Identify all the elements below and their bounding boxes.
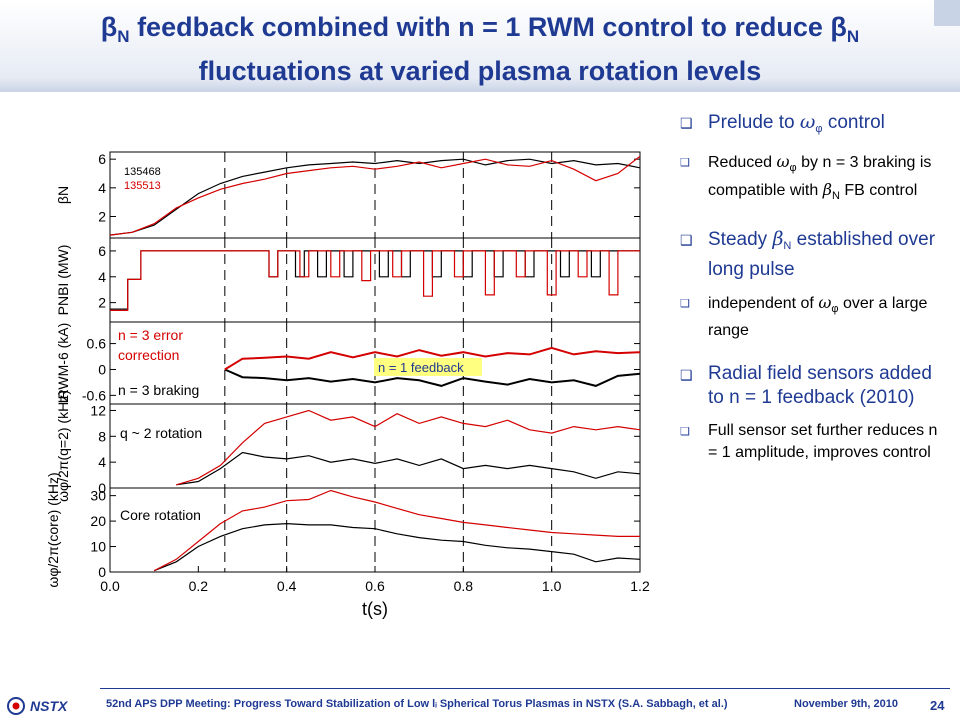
series-line-135513 bbox=[110, 250, 640, 311]
bullet-steady: ❑ Steady βN established over long pulse bbox=[680, 227, 950, 282]
shot-comparison-chart: 2 4 6 βN 2 4 6 PNBI (MW) 0.6 0 -0.6 IRWM-6 (kA) 12 8 4… bbox=[45, 151, 650, 619]
x-tick-label: 0.6 bbox=[365, 578, 385, 594]
y-tick-label: 0 bbox=[98, 480, 106, 496]
phi-subscript: φ bbox=[831, 303, 839, 315]
annotation-braking: n = 3 braking bbox=[118, 382, 199, 398]
y-tick-label: 6 bbox=[98, 243, 106, 259]
bullet-steady-pre: Steady bbox=[708, 229, 773, 250]
legend-shot-red: 135513 bbox=[124, 180, 161, 192]
x-tick-label: 0.8 bbox=[454, 578, 474, 594]
y-tick-label: 30 bbox=[90, 488, 106, 504]
page-number: 24 bbox=[930, 698, 945, 713]
footer-meeting: 52nd APS DPP Meeting: Progress Toward St… bbox=[106, 698, 728, 710]
annotation-error-correction-1: n = 3 error bbox=[118, 327, 183, 343]
y-tick-label: 12 bbox=[90, 402, 106, 418]
annotation-q2-rotation: q ~ 2 rotation bbox=[120, 425, 202, 441]
annotation-feedback-highlight bbox=[374, 358, 482, 376]
title-beta-1: β bbox=[100, 12, 118, 42]
omega-symbol: ω bbox=[799, 111, 816, 133]
subbullet-square-icon: ❑ bbox=[680, 426, 690, 438]
phi-subscript: φ bbox=[815, 123, 823, 135]
footer-date: November 9th, 2010 bbox=[794, 698, 898, 710]
y-tick-label: -0.6 bbox=[82, 387, 106, 403]
y-tick-label: 6 bbox=[98, 151, 106, 167]
footer-divider bbox=[100, 688, 950, 689]
y-tick-label: 0 bbox=[98, 564, 106, 580]
x-tick-label: 1.2 bbox=[630, 578, 650, 594]
y-tick-label: 2 bbox=[98, 295, 106, 311]
y-axis-label: βN bbox=[55, 186, 71, 204]
legend-shot-black: 135468 bbox=[124, 166, 161, 178]
y-tick-label: 2 bbox=[98, 209, 106, 225]
y-tick-label: 8 bbox=[98, 428, 106, 444]
beta-symbol: β bbox=[772, 228, 784, 250]
y-tick-label: 10 bbox=[90, 539, 106, 555]
bullet-square-icon: ❑ bbox=[680, 115, 693, 131]
y-tick-label: 4 bbox=[98, 269, 106, 285]
y-axis-label: IRWM-6 (kA) bbox=[55, 323, 71, 404]
subbullet-full-sensor: ❑ Full sensor set further reduces n = 1 … bbox=[680, 420, 950, 464]
omega-symbol: ω bbox=[818, 293, 832, 312]
subbullet-independent: ❑ independent of ωφ over a large range bbox=[680, 292, 950, 342]
n-subscript: N bbox=[831, 190, 840, 202]
y-axis-label: PNBI (MW) bbox=[55, 245, 71, 316]
x-tick-label: 0.4 bbox=[277, 578, 297, 594]
subbullet-independent-tail: over a large range bbox=[708, 295, 928, 339]
subbullet-reduced-pre: Reduced bbox=[708, 154, 777, 171]
series-line-135468 bbox=[109, 158, 641, 236]
x-axis-label: t(s) bbox=[362, 599, 388, 619]
bullet-steady-tail: established over long pulse bbox=[708, 229, 936, 280]
annotation-core-rotation: Core rotation bbox=[120, 507, 201, 523]
subbullet-independent-pre: independent of bbox=[708, 295, 819, 312]
bullet-sensors-text: Radial field sensors added to n = 1 feed… bbox=[708, 363, 932, 408]
series-line-135513 bbox=[109, 155, 641, 236]
bullet-list: ❑ Prelude to ωφ control ❑ Reduced ωφ by … bbox=[680, 110, 950, 470]
x-tick-label: 0.0 bbox=[100, 578, 120, 594]
y-axis-label: ωφ/2π(core) (kHz) bbox=[45, 472, 61, 587]
x-tick-label: 0.2 bbox=[189, 578, 209, 594]
subbullet-reduced: ❑ Reduced ωφ by n = 3 braking is compati… bbox=[680, 151, 950, 207]
omega-symbol: ω bbox=[776, 152, 790, 171]
y-tick-label: 4 bbox=[98, 454, 106, 470]
series-line-135513 bbox=[153, 489, 640, 572]
title-sub-2: N bbox=[846, 27, 860, 46]
beta-symbol: β bbox=[822, 180, 832, 199]
bullet-prelude: ❑ Prelude to ωφ control bbox=[680, 110, 950, 141]
y-tick-label: 0.6 bbox=[87, 336, 107, 352]
bullet-square-icon: ❑ bbox=[680, 232, 693, 248]
bullet-prelude-tail: control bbox=[822, 112, 885, 133]
subbullet-reduced-tail: FB control bbox=[839, 182, 918, 199]
title-sub-1: N bbox=[117, 27, 130, 46]
series-line-135468 bbox=[153, 522, 641, 572]
subbullet-square-icon: ❑ bbox=[680, 157, 690, 169]
annotation-error-correction-2: correction bbox=[118, 347, 179, 363]
bullet-prelude-text: Prelude to bbox=[708, 112, 800, 133]
title-bar: βN feedback combined with n = 1 RWM cont… bbox=[0, 0, 960, 92]
subbullet-reduced-mid: by n = 3 braking is compatible with bbox=[708, 154, 932, 199]
series-line-135513 bbox=[176, 409, 641, 486]
subbullet-square-icon: ❑ bbox=[680, 298, 690, 310]
title-line-2: fluctuations at varied plasma rotation l… bbox=[198, 56, 762, 86]
x-tick-label: 1.0 bbox=[542, 578, 562, 594]
series-line-135468 bbox=[176, 451, 641, 486]
title-beta-2: β bbox=[830, 12, 847, 42]
y-tick-label: 20 bbox=[90, 513, 106, 529]
y-tick-label: 0 bbox=[98, 361, 106, 377]
y-tick-label: 4 bbox=[98, 180, 106, 196]
title-middle: feedback combined with n = 1 RWM control… bbox=[129, 12, 831, 42]
subbullet-full-sensor-text: Full sensor set further reduces n = 1 am… bbox=[708, 422, 938, 461]
series-line-135513 bbox=[224, 346, 641, 371]
footer: NSTX 52nd APS DPP Meeting: Progress Towa… bbox=[0, 688, 960, 720]
corner-decoration bbox=[934, 0, 960, 26]
n-subscript: N bbox=[783, 240, 792, 252]
phi-subscript: φ bbox=[789, 162, 797, 174]
annotation-feedback: n = 1 feedback bbox=[378, 360, 464, 375]
slide-title: βN feedback combined with n = 1 RWM cont… bbox=[10, 10, 950, 88]
bullet-sensors: ❑ Radial field sensors added to n = 1 fe… bbox=[680, 362, 950, 410]
nstx-logo-text: NSTX bbox=[30, 698, 68, 714]
bullet-square-icon: ❑ bbox=[680, 367, 693, 383]
y-axis-label: ωφ/2π(q=2) (kHz) bbox=[55, 390, 71, 502]
nstx-logo-icon bbox=[7, 697, 25, 715]
series-line-135468 bbox=[224, 368, 641, 387]
